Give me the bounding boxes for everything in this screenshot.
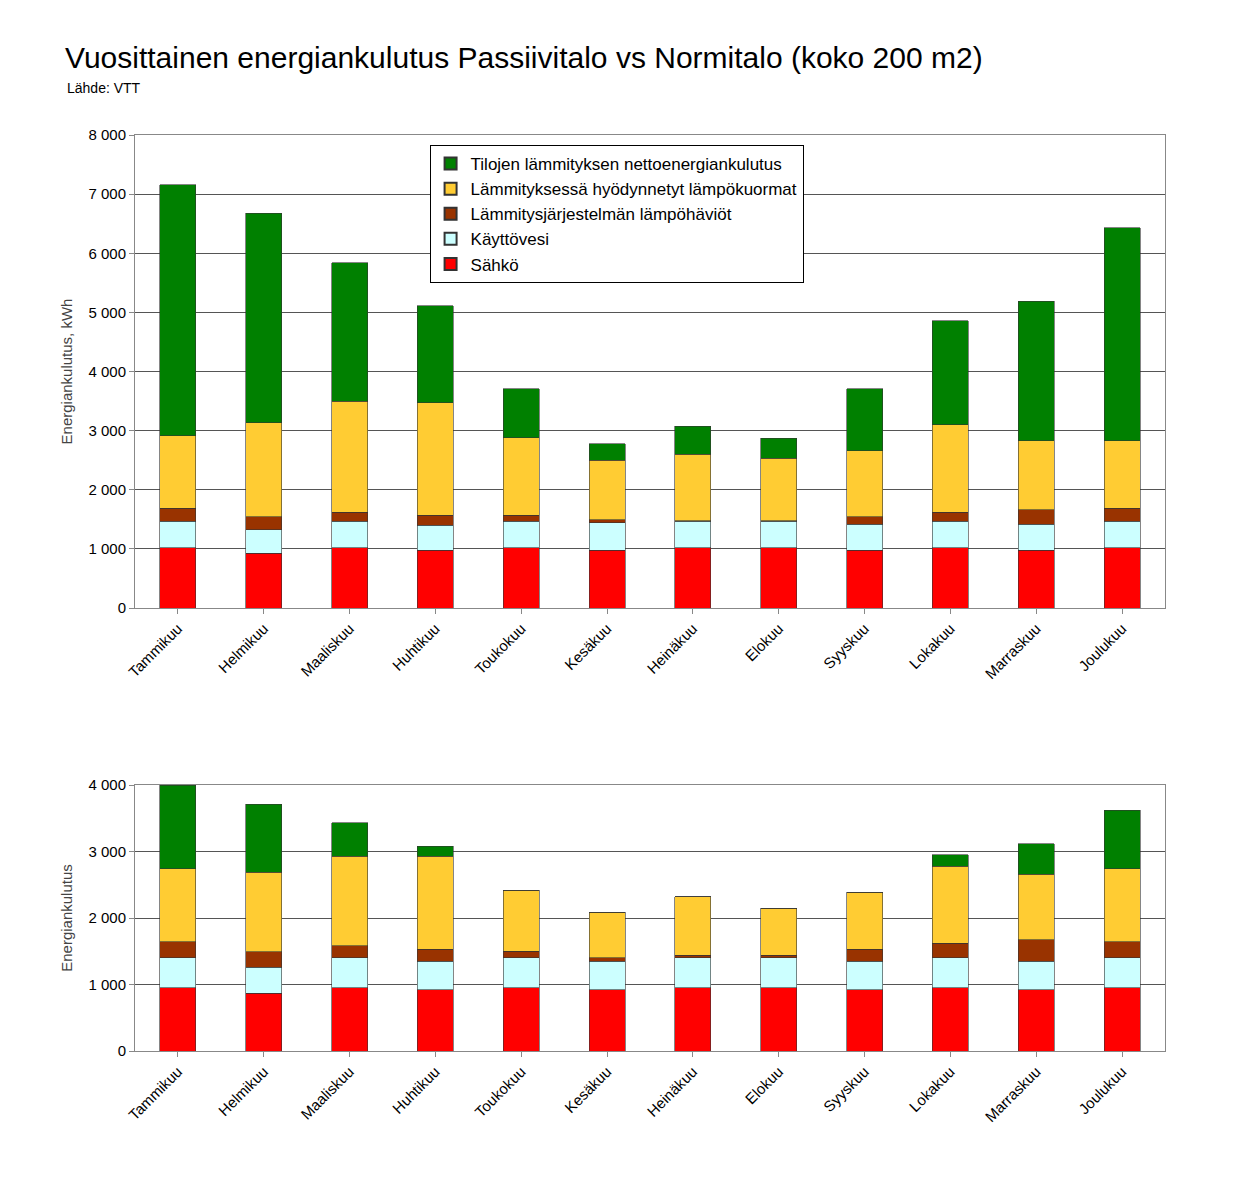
svg-text:Elokuu: Elokuu [742, 1063, 786, 1107]
svg-text:Heinäkuu: Heinäkuu [643, 620, 700, 677]
svg-text:Energiankulutus: Energiankulutus [58, 864, 75, 972]
svg-text:2 000: 2 000 [88, 481, 126, 498]
svg-text:Vuosittainen energiankulutus P: Vuosittainen energiankulutus Passiivital… [65, 41, 983, 74]
svg-text:0: 0 [118, 599, 126, 616]
svg-text:7 000: 7 000 [88, 185, 126, 202]
svg-text:Maaliskuu: Maaliskuu [297, 1063, 357, 1123]
svg-text:1 000: 1 000 [88, 540, 126, 557]
svg-text:4 000: 4 000 [88, 776, 126, 793]
svg-text:Elokuu: Elokuu [742, 620, 786, 664]
svg-text:Lähde: VTT: Lähde: VTT [67, 80, 141, 96]
svg-text:Toukokuu: Toukokuu [471, 1063, 528, 1120]
svg-text:2 000: 2 000 [88, 909, 126, 926]
svg-text:3 000: 3 000 [88, 422, 126, 439]
svg-text:Kesäkuu: Kesäkuu [561, 620, 614, 673]
svg-text:Tammikuu: Tammikuu [125, 620, 185, 680]
svg-text:Marraskuu: Marraskuu [982, 1063, 1044, 1125]
svg-text:Sähkö: Sähkö [471, 256, 519, 275]
svg-text:Joulukuu: Joulukuu [1075, 1063, 1129, 1117]
svg-text:Energiankulutus, kWh: Energiankulutus, kWh [58, 299, 75, 445]
svg-text:Syyskuu: Syyskuu [820, 620, 872, 672]
svg-text:Lämmitysjärjestelmän lämpöhävi: Lämmitysjärjestelmän lämpöhäviöt [471, 205, 732, 224]
svg-text:1 000: 1 000 [88, 976, 126, 993]
svg-text:Lokakuu: Lokakuu [906, 620, 958, 672]
svg-text:Syyskuu: Syyskuu [820, 1063, 872, 1115]
svg-text:6 000: 6 000 [88, 245, 126, 262]
svg-text:Tilojen lämmityksen nettoenerg: Tilojen lämmityksen nettoenergiankulutus [471, 155, 782, 174]
svg-text:Huhtikuu: Huhtikuu [389, 1063, 443, 1117]
svg-text:8 000: 8 000 [88, 126, 126, 143]
svg-text:Helmikuu: Helmikuu [215, 620, 271, 676]
svg-text:Joulukuu: Joulukuu [1075, 620, 1129, 674]
svg-text:Lokakuu: Lokakuu [906, 1063, 958, 1115]
svg-text:3 000: 3 000 [88, 843, 126, 860]
svg-text:Toukokuu: Toukokuu [471, 620, 528, 677]
svg-text:5 000: 5 000 [88, 304, 126, 321]
svg-text:Lämmityksessä hyödynnetyt lämp: Lämmityksessä hyödynnetyt lämpökuormat [471, 180, 797, 199]
svg-text:4 000: 4 000 [88, 363, 126, 380]
svg-text:Heinäkuu: Heinäkuu [643, 1063, 700, 1120]
svg-text:Helmikuu: Helmikuu [215, 1063, 271, 1119]
svg-text:Tammikuu: Tammikuu [125, 1063, 185, 1123]
svg-text:Maaliskuu: Maaliskuu [297, 620, 357, 680]
svg-text:Huhtikuu: Huhtikuu [389, 620, 443, 674]
svg-text:0: 0 [118, 1042, 126, 1059]
svg-text:Käyttövesi: Käyttövesi [471, 230, 549, 249]
svg-text:Marraskuu: Marraskuu [982, 620, 1044, 682]
svg-text:Kesäkuu: Kesäkuu [561, 1063, 614, 1116]
